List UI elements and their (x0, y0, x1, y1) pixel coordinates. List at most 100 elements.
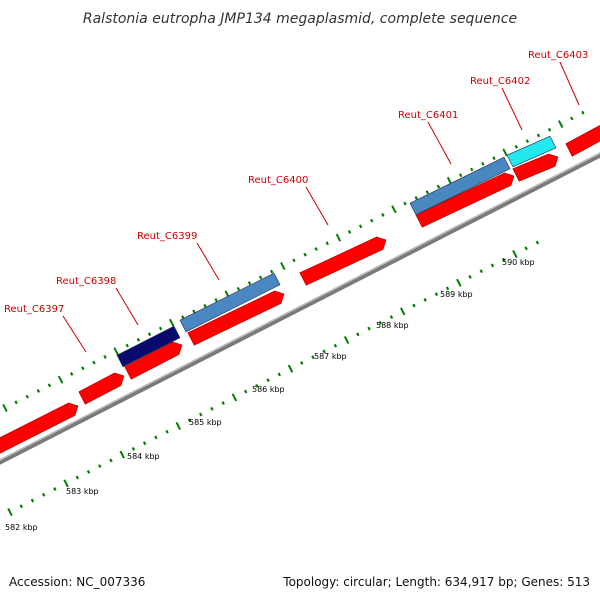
lower-minor-tick (165, 429, 169, 434)
upper-major-tick (280, 262, 286, 271)
upper-major-tick (168, 318, 175, 327)
upper-minor-tick (514, 144, 518, 149)
upper-minor-tick (203, 303, 207, 308)
upper-minor-tick (358, 224, 363, 229)
upper-minor-tick (258, 275, 263, 280)
lower-minor-tick (154, 435, 158, 440)
upper-minor-tick (347, 230, 352, 234)
lower-minor-tick (255, 383, 259, 388)
lower-minor-tick (490, 263, 495, 268)
upper-minor-tick (314, 247, 318, 251)
upper-minor-tick (581, 110, 585, 115)
lower-major-tick (63, 479, 69, 488)
upper-minor-tick (270, 269, 274, 274)
cog-bar (506, 135, 557, 168)
lower-minor-tick (479, 269, 483, 274)
upper-minor-tick (458, 173, 463, 178)
lower-minor-tick (389, 315, 394, 320)
gene-arrow (187, 290, 285, 346)
upper-minor-tick (525, 139, 530, 144)
backbone (0, 152, 600, 465)
lower-major-tick (175, 421, 182, 431)
upper-minor-tick (370, 218, 374, 223)
lower-minor-tick (277, 372, 281, 377)
upper-minor-tick (436, 184, 441, 189)
upper-minor-tick (69, 372, 74, 376)
lower-minor-tick (243, 389, 248, 394)
upper-minor-tick (414, 195, 418, 200)
gene-labels: Reut_C6397 Reut_C6398 Reut_C6399 Reut_C6400… (4, 50, 588, 353)
upper-tick-row (2, 110, 585, 413)
lower-minor-tick (86, 469, 91, 474)
lower-minor-tick (187, 418, 192, 423)
cog-bar (179, 272, 281, 333)
upper-major-tick (113, 347, 119, 356)
scale-label: 588 kbp (376, 321, 409, 330)
gene-label: Reut_C6399 (137, 231, 197, 242)
scale-label: 582 kbp (5, 523, 38, 532)
gene-label-leader (501, 87, 523, 131)
upper-minor-tick (14, 400, 18, 405)
lower-minor-tick (367, 326, 371, 331)
lower-minor-tick (142, 441, 147, 446)
upper-major-tick (557, 120, 564, 129)
lower-minor-tick (322, 349, 326, 354)
lower-minor-tick (412, 303, 416, 308)
lower-minor-tick (535, 240, 540, 245)
upper-major-tick (502, 148, 508, 157)
lower-minor-tick (423, 297, 427, 302)
scale-label: 587 kbp (314, 352, 347, 361)
lower-minor-tick (75, 475, 80, 480)
upper-minor-tick (92, 360, 96, 365)
gene-label: Reut_C6398 (56, 276, 116, 287)
upper-major-tick (391, 205, 397, 214)
upper-minor-tick (425, 190, 430, 195)
scale-label: 584 kbp (127, 452, 160, 461)
scale-label: 590 kbp (502, 258, 535, 267)
lower-minor-tick (109, 458, 113, 463)
upper-minor-tick (81, 366, 85, 371)
gene-label: Reut_C6400 (248, 175, 308, 186)
scale-label: 585 kbp (189, 418, 222, 427)
topology-text: Topology: circular; Length: 634,917 bp; … (283, 575, 590, 589)
gene-label: Reut_C6402 (470, 76, 530, 87)
lower-tick-row (7, 240, 540, 517)
lower-minor-tick (266, 378, 270, 383)
lower-minor-tick (356, 332, 360, 337)
lower-minor-tick (311, 355, 315, 360)
upper-minor-tick (158, 326, 163, 331)
scale-label: 586 kbp (252, 385, 285, 394)
map-title: Ralstonia eutropha JMP134 megaplasmid, c… (83, 11, 517, 27)
upper-minor-tick (325, 241, 329, 246)
upper-minor-tick (181, 315, 185, 320)
cog-bar (116, 325, 181, 368)
upper-minor-tick (47, 383, 52, 388)
lower-minor-tick (434, 292, 439, 297)
upper-minor-tick (36, 389, 41, 393)
upper-minor-tick (492, 156, 496, 161)
upper-minor-tick (547, 127, 552, 132)
gene-label-leader (305, 186, 329, 226)
upper-major-tick (335, 233, 342, 242)
scale-label: 583 kbp (66, 487, 99, 496)
upper-minor-tick (147, 332, 152, 337)
lower-minor-tick (333, 343, 338, 348)
upper-minor-tick (125, 343, 129, 348)
upper-minor-tick (570, 116, 574, 121)
upper-minor-tick (470, 167, 474, 172)
lower-major-tick (400, 307, 406, 316)
lower-minor-tick (445, 286, 450, 291)
gene-label-leader (115, 287, 139, 326)
lower-minor-tick (98, 464, 102, 469)
lower-minor-tick (210, 406, 214, 411)
cog-bar (409, 156, 511, 216)
lower-major-tick (119, 450, 125, 459)
lower-minor-tick (131, 447, 136, 451)
lower-major-tick (7, 507, 13, 517)
gene-arrow (78, 372, 125, 405)
upper-minor-tick (236, 286, 241, 291)
gene-label-leader (559, 61, 580, 106)
upper-major-tick (57, 375, 64, 384)
gene-label: Reut_C6401 (398, 110, 458, 121)
lower-minor-tick (53, 487, 57, 491)
